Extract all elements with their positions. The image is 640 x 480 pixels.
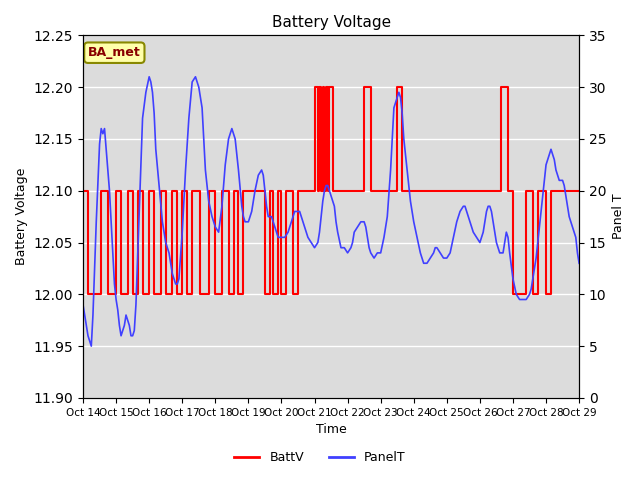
Legend: BattV, PanelT: BattV, PanelT	[229, 446, 411, 469]
Y-axis label: Battery Voltage: Battery Voltage	[15, 168, 28, 265]
Text: BA_met: BA_met	[88, 46, 141, 59]
Y-axis label: Panel T: Panel T	[612, 194, 625, 240]
Title: Battery Voltage: Battery Voltage	[271, 15, 390, 30]
X-axis label: Time: Time	[316, 423, 346, 436]
